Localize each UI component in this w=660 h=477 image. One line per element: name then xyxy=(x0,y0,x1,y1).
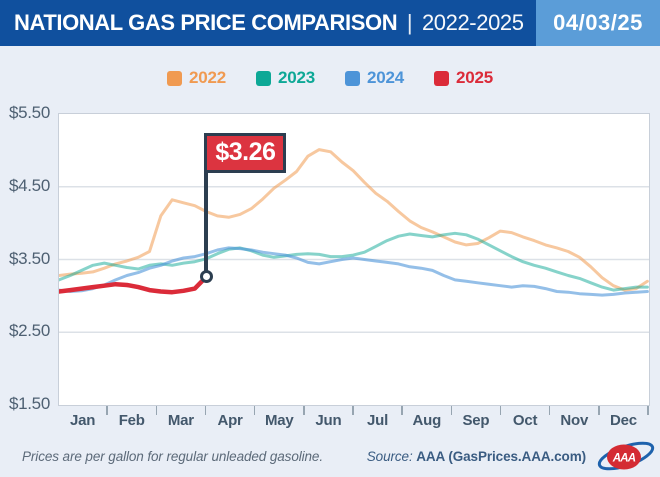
series-line-2022 xyxy=(59,148,649,292)
x-axis-label-jun: Jun xyxy=(315,412,342,429)
price-flag: $3.26 xyxy=(204,132,287,173)
legend-label: 2024 xyxy=(367,68,405,87)
x-axis-tick xyxy=(106,406,108,415)
source-text: AAA (GasPrices.AAA.com) xyxy=(416,449,586,464)
x-axis-label-jul: Jul xyxy=(367,412,389,429)
legend-label: 2025 xyxy=(456,68,494,87)
aaa-logo-text: AAA xyxy=(612,453,636,465)
x-axis-tick xyxy=(155,406,158,415)
header-bar: NATIONAL GAS PRICE COMPARISON | 2022-202… xyxy=(0,0,660,46)
x-axis-label-jan: Jan xyxy=(69,412,96,429)
x-axis-label-aug: Aug xyxy=(412,412,442,429)
x-axis-tick xyxy=(401,406,403,415)
footnote: Prices are per gallon for regular unlead… xyxy=(22,449,323,464)
x-axis-tick xyxy=(647,406,649,415)
aaa-logo-oval-icon xyxy=(607,444,641,470)
line-chart xyxy=(59,148,649,334)
x-axis-tick xyxy=(352,406,354,415)
y-axis-label: $3.50 xyxy=(8,248,50,268)
x-axis-tick xyxy=(548,406,551,415)
x-axis-label-oct: Oct xyxy=(512,412,538,429)
chart-legend: 2022 2023 2024 2025 xyxy=(0,68,660,88)
page-title: NATIONAL GAS PRICE COMPARISON | 2022-202… xyxy=(14,0,524,46)
x-axis-label-apr: Apr xyxy=(217,412,243,429)
legend-label: 2023 xyxy=(277,68,315,87)
legend-swatch-icon xyxy=(434,70,450,86)
y-axis-label: $2.50 xyxy=(8,321,50,341)
flag-marker-dot xyxy=(199,270,213,284)
x-axis-tick xyxy=(303,406,305,415)
y-axis-label: $1.50 xyxy=(8,394,50,413)
source-credit: Source: AAA (GasPrices.AAA.com) xyxy=(367,449,586,464)
series-line-2025 xyxy=(59,274,209,295)
legend-label: 2022 xyxy=(188,68,226,87)
x-axis-tick xyxy=(450,406,453,415)
title-separator: | xyxy=(406,10,413,35)
y-axis-label: $5.50 xyxy=(8,103,50,122)
source-prefix: Source: xyxy=(366,449,413,464)
legend-item-2022: 2022 xyxy=(166,68,226,88)
x-axis-label-mar: Mar xyxy=(167,412,194,429)
y-axis-label: $4.50 xyxy=(8,175,50,195)
legend-item-2024: 2024 xyxy=(345,68,404,88)
date-badge: 04/03/25 xyxy=(536,0,660,46)
title-main: NATIONAL GAS PRICE COMPARISON xyxy=(14,10,398,35)
x-axis-tick xyxy=(253,406,256,415)
x-axis-label-dec: Dec xyxy=(609,412,637,429)
price-flag-label: $3.26 xyxy=(215,138,276,167)
legend-swatch-icon xyxy=(166,70,182,86)
x-axis-tick xyxy=(598,406,600,415)
x-axis-label-feb: Feb xyxy=(118,412,145,429)
title-years: 2022-2025 xyxy=(421,10,524,35)
aaa-logo: AAA xyxy=(597,441,655,471)
flag-pole xyxy=(204,172,208,277)
x-axis-tick xyxy=(499,406,502,415)
legend-swatch-icon xyxy=(345,70,360,86)
plot-area: $3.26 xyxy=(58,113,650,406)
series-line-2024 xyxy=(59,246,649,297)
x-axis-tick xyxy=(204,406,207,415)
x-axis-label-may: May xyxy=(264,412,294,429)
x-axis-label-nov: Nov xyxy=(560,412,589,429)
legend-item-2023: 2023 xyxy=(255,68,315,88)
series-line-2023 xyxy=(59,231,649,292)
legend-swatch-icon xyxy=(255,70,271,86)
legend-item-2025: 2025 xyxy=(434,68,493,88)
x-axis-label-sep: Sep xyxy=(462,412,490,429)
